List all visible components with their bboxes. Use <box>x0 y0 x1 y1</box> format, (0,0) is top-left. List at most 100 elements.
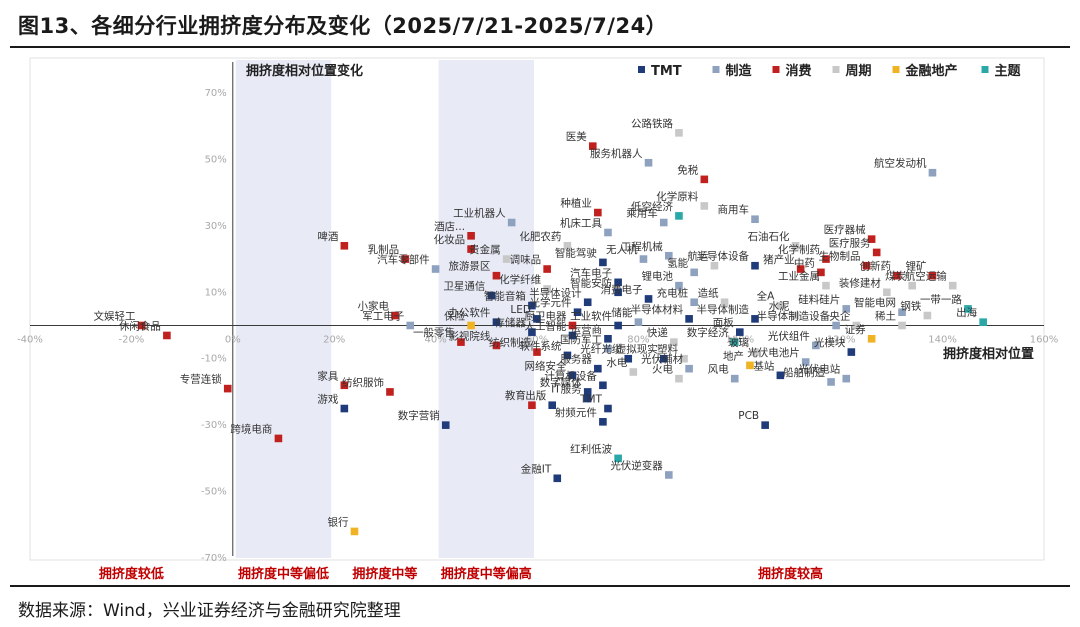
data-point[interactable] <box>629 368 638 376</box>
data-point[interactable] <box>700 175 709 184</box>
data-point[interactable] <box>659 354 668 363</box>
data-point[interactable] <box>568 321 577 330</box>
data-point[interactable] <box>928 168 937 177</box>
data-point[interactable] <box>665 471 673 479</box>
data-point[interactable] <box>675 374 683 383</box>
data-point[interactable] <box>867 334 876 343</box>
data-point[interactable] <box>898 321 906 330</box>
data-point[interactable] <box>492 271 501 280</box>
data-point[interactable] <box>644 158 653 167</box>
data-point[interactable] <box>350 527 359 536</box>
data-point[interactable] <box>340 241 349 250</box>
data-point[interactable] <box>685 364 693 373</box>
data-point[interactable] <box>624 354 633 363</box>
data-point[interactable] <box>634 318 643 326</box>
data-point[interactable] <box>533 315 541 323</box>
data-point[interactable] <box>599 258 607 267</box>
data-point[interactable] <box>386 388 394 396</box>
data-point[interactable] <box>832 321 840 330</box>
data-point[interactable] <box>827 378 835 386</box>
data-point[interactable] <box>528 328 536 336</box>
data-point[interactable] <box>730 338 739 346</box>
data-point[interactable] <box>675 212 683 220</box>
data-point[interactable] <box>467 232 475 240</box>
data-point[interactable] <box>457 338 465 346</box>
data-point[interactable] <box>614 454 622 463</box>
data-point[interactable] <box>604 404 612 413</box>
data-point[interactable] <box>898 308 906 317</box>
data-point[interactable] <box>163 331 171 340</box>
data-point[interactable] <box>639 255 648 263</box>
data-point[interactable] <box>604 228 612 237</box>
data-point[interactable] <box>812 341 820 350</box>
data-point[interactable] <box>751 348 759 356</box>
data-point[interactable] <box>822 281 830 290</box>
data-point[interactable] <box>583 394 592 403</box>
data-point[interactable] <box>700 202 709 210</box>
data-point[interactable] <box>867 235 876 243</box>
data-point[interactable] <box>675 281 683 290</box>
data-point[interactable] <box>979 318 987 326</box>
data-point[interactable] <box>690 268 698 277</box>
data-point[interactable] <box>340 404 349 413</box>
data-point[interactable] <box>401 255 409 263</box>
data-point[interactable] <box>751 261 759 270</box>
data-point[interactable] <box>528 401 536 410</box>
data-point[interactable] <box>685 315 693 323</box>
data-point[interactable] <box>796 265 805 273</box>
data-point[interactable] <box>599 418 607 426</box>
data-point[interactable] <box>675 129 683 137</box>
data-point[interactable] <box>614 278 622 287</box>
data-point[interactable] <box>528 301 536 310</box>
data-point[interactable] <box>791 311 800 320</box>
data-point[interactable] <box>588 142 597 150</box>
data-point[interactable] <box>614 288 622 297</box>
data-point[interactable] <box>543 285 551 293</box>
data-point[interactable] <box>659 218 668 227</box>
data-point[interactable] <box>614 321 622 330</box>
data-point[interactable] <box>720 298 729 307</box>
data-point[interactable] <box>553 474 562 483</box>
data-point[interactable] <box>908 281 916 290</box>
data-point[interactable] <box>492 341 501 350</box>
data-point[interactable] <box>223 384 232 393</box>
data-point[interactable] <box>563 241 572 250</box>
data-point[interactable] <box>680 354 688 363</box>
data-point[interactable] <box>822 255 830 263</box>
data-point[interactable] <box>604 334 612 343</box>
data-point[interactable] <box>730 374 739 383</box>
data-point[interactable] <box>842 305 851 313</box>
data-point[interactable] <box>487 291 496 300</box>
data-point[interactable] <box>736 328 744 336</box>
data-point[interactable] <box>751 215 759 224</box>
data-point[interactable] <box>441 421 450 429</box>
data-point[interactable] <box>817 268 825 277</box>
data-point[interactable] <box>670 338 678 346</box>
data-point[interactable] <box>431 265 440 273</box>
data-point[interactable] <box>568 331 577 340</box>
data-point[interactable] <box>842 374 851 383</box>
data-point[interactable] <box>533 348 541 356</box>
data-point[interactable] <box>801 358 810 366</box>
data-point[interactable] <box>548 401 557 410</box>
data-point[interactable] <box>776 371 785 380</box>
data-point[interactable] <box>948 281 957 290</box>
data-point[interactable] <box>594 364 602 373</box>
data-point[interactable] <box>594 208 602 217</box>
data-point[interactable] <box>665 251 673 260</box>
data-point[interactable] <box>502 255 511 263</box>
data-point[interactable] <box>599 381 607 390</box>
data-point[interactable] <box>583 298 592 307</box>
data-point[interactable] <box>847 348 856 356</box>
data-point[interactable] <box>751 315 759 323</box>
data-point[interactable] <box>883 288 891 297</box>
data-point[interactable] <box>573 308 582 317</box>
data-point[interactable] <box>923 311 932 320</box>
data-point[interactable] <box>862 261 871 270</box>
data-point[interactable] <box>872 248 881 257</box>
data-point[interactable] <box>583 388 592 396</box>
data-point[interactable] <box>761 421 769 429</box>
data-point[interactable] <box>507 218 516 227</box>
data-point[interactable] <box>274 434 283 443</box>
data-point[interactable] <box>467 245 475 253</box>
